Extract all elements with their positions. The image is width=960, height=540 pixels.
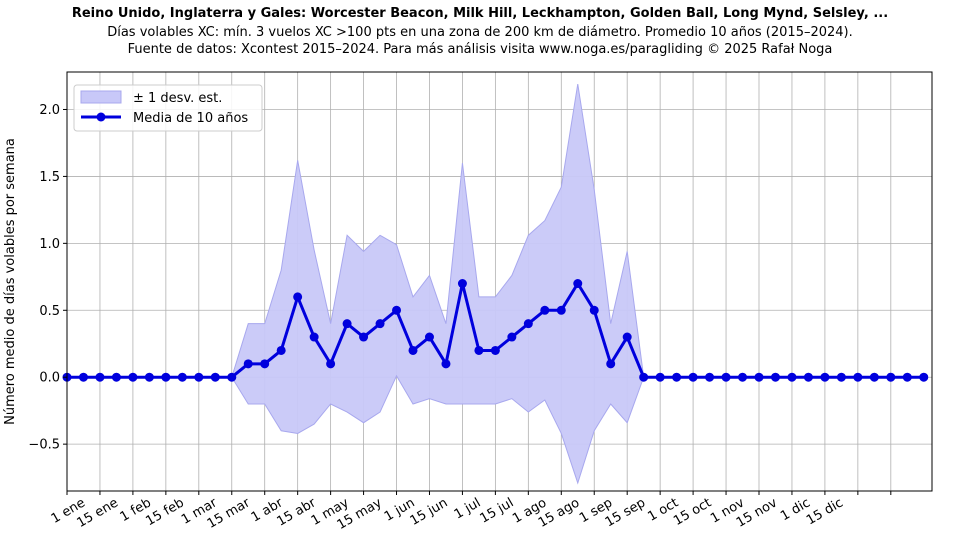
mean-point	[78, 372, 88, 382]
y-axis: −0.5 0.0 0.5 1.0 1.5 2.0	[28, 103, 67, 453]
mean-point	[787, 372, 797, 382]
mean-points-layer	[62, 279, 929, 382]
mean-point	[869, 372, 879, 382]
mean-point	[556, 305, 566, 315]
legend-band-swatch	[80, 90, 122, 104]
x-tick-label: 15 feb	[143, 495, 186, 529]
chart-subtitle-1: Días volables XC: mín. 3 vuelos XC >100 …	[107, 25, 853, 40]
mean-point	[721, 372, 731, 382]
x-tick-label: 15 abr	[275, 495, 320, 529]
mean-point	[243, 359, 253, 369]
mean-point	[573, 279, 583, 289]
mean-point	[210, 372, 220, 382]
mean-point	[820, 372, 830, 382]
plot-frame	[66, 71, 933, 492]
mean-point	[111, 372, 121, 382]
y-tick-label: 1.5	[39, 170, 60, 185]
mean-point	[540, 305, 550, 315]
mean-point	[177, 372, 187, 382]
y-tick-label: −0.5	[28, 438, 60, 453]
y-tick-label: 0.0	[39, 371, 60, 386]
legend: ± 1 desv. est. Media de 10 años	[73, 84, 263, 132]
mean-point	[803, 372, 813, 382]
mean-point	[95, 372, 105, 382]
mean-point	[672, 372, 682, 382]
mean-point	[507, 332, 517, 342]
mean-point	[276, 345, 286, 355]
x-tick-label: 15 oct	[671, 495, 714, 528]
mean-point	[309, 332, 319, 342]
mean-point	[342, 319, 352, 329]
mean-point	[622, 332, 632, 342]
mean-point	[144, 372, 154, 382]
mean-point	[326, 359, 336, 369]
mean-point	[227, 372, 237, 382]
mean-point	[606, 359, 616, 369]
mean-point	[392, 305, 402, 315]
y-tick-label: 1.0	[39, 237, 60, 252]
mean-point	[441, 359, 451, 369]
y-tick-label: 2.0	[39, 103, 60, 118]
mean-point	[589, 305, 599, 315]
std-band	[67, 83, 924, 485]
mean-point	[853, 372, 863, 382]
mean-point	[886, 372, 896, 382]
mean-point	[128, 372, 138, 382]
mean-point	[919, 372, 929, 382]
mean-point	[161, 372, 171, 382]
legend-mean-marker	[96, 112, 106, 122]
mean-point	[293, 292, 303, 302]
mean-point	[655, 372, 665, 382]
x-tick-label: 15 jul	[478, 495, 517, 526]
mean-point	[359, 332, 369, 342]
mean-point	[490, 345, 500, 355]
chart-subtitle-2: Fuente de datos: Xcontest 2015–2024. Par…	[128, 42, 833, 57]
mean-point	[408, 345, 418, 355]
mean-point	[523, 319, 533, 329]
chart-title: Reino Unido, Inglaterra y Gales: Worcest…	[72, 6, 888, 21]
mean-point	[738, 372, 748, 382]
mean-point	[474, 345, 484, 355]
x-tick-label: 1 jul	[452, 495, 484, 522]
mean-point	[194, 372, 204, 382]
mean-point	[260, 359, 270, 369]
legend-mean-label: Media de 10 años	[133, 111, 248, 126]
mean-point	[902, 372, 912, 382]
mean-point	[754, 372, 764, 382]
x-tick-label: 15 jun	[408, 495, 451, 528]
x-tick-label: 15 dic	[804, 495, 846, 528]
y-tick-label: 0.5	[39, 304, 60, 319]
y-axis-label: Número medio de días volables por semana	[3, 138, 18, 425]
legend-band-label: ± 1 desv. est.	[133, 91, 222, 106]
mean-point	[836, 372, 846, 382]
std-band-layer	[67, 83, 924, 485]
mean-point	[424, 332, 434, 342]
mean-point	[705, 372, 715, 382]
mean-point	[688, 372, 698, 382]
mean-point	[770, 372, 780, 382]
mean-point	[457, 279, 467, 289]
grid	[66, 72, 932, 491]
mean-point	[375, 319, 385, 329]
mean-point	[639, 372, 649, 382]
